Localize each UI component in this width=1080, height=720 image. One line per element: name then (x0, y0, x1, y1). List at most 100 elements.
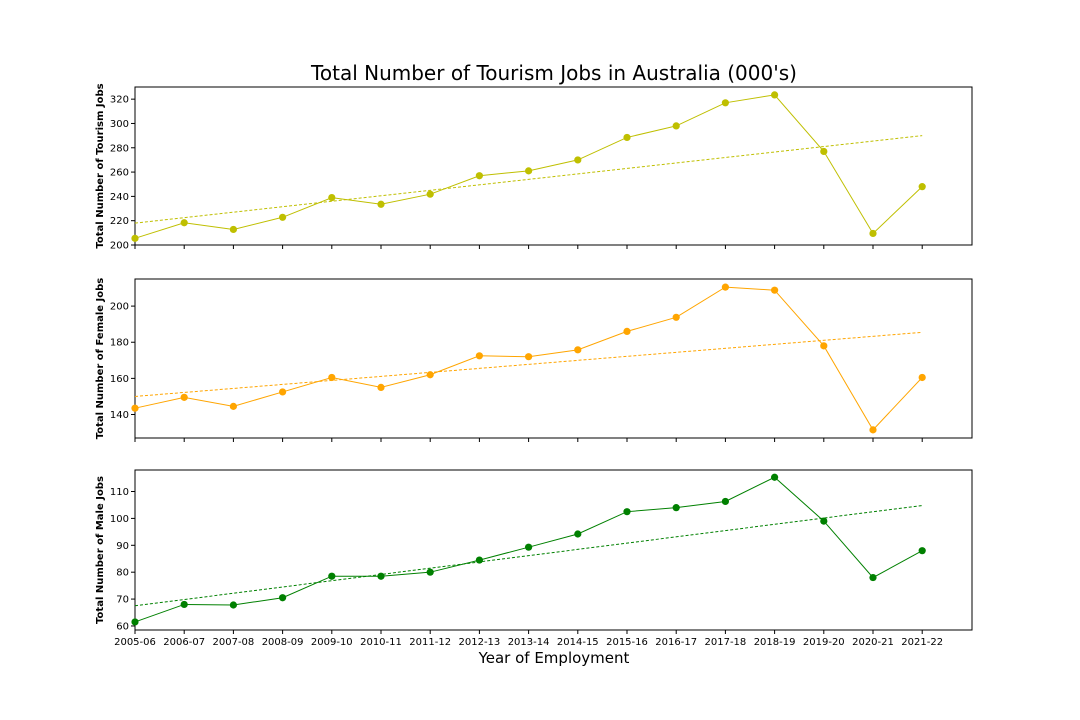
data-point (574, 346, 582, 354)
x-tick-label: 2014-15 (557, 637, 599, 648)
y-tick-label: 90 (116, 541, 129, 552)
data-point (869, 573, 877, 582)
y-axis-label: Total Number of Female Jobs (95, 278, 106, 440)
data-point (623, 327, 631, 335)
data-point (672, 122, 680, 130)
data-point (672, 313, 680, 321)
trend-line (134, 504, 923, 607)
data-point (869, 229, 877, 238)
data-point (180, 219, 188, 227)
data-point (623, 508, 631, 516)
y-tick-label: 80 (116, 568, 129, 579)
data-point (131, 234, 139, 242)
data-point (771, 91, 779, 99)
data-point (574, 530, 582, 538)
data-point (721, 497, 730, 506)
data-point (328, 194, 336, 202)
data-point (180, 393, 188, 401)
data-point (131, 404, 139, 412)
data-point (426, 371, 434, 379)
x-tick-label: 2020-21 (852, 637, 894, 648)
data-point (525, 167, 533, 175)
data-point (475, 172, 483, 180)
y-axis-label: Total Number of Male Jobs (95, 476, 106, 624)
y-tick-label: 160 (110, 374, 129, 385)
data-point (869, 426, 877, 434)
y-tick-label: 110 (110, 487, 129, 498)
data-point (475, 556, 483, 564)
data-point (820, 147, 828, 156)
data-point (820, 342, 828, 350)
data-point (229, 601, 237, 609)
data-point (279, 213, 287, 221)
trend-line (134, 135, 923, 224)
y-tick-label: 220 (110, 216, 129, 227)
x-tick-label: 2008-09 (262, 637, 304, 648)
panel-frame (134, 469, 973, 631)
panel-1: 200 220 240 260 280 300 320 Total Number of Tou… (95, 83, 973, 252)
data-point (426, 190, 434, 198)
y-tick-label: 320 (110, 95, 129, 106)
x-axis-label: Year of Employment (478, 649, 630, 667)
y-tick-label: 180 (110, 338, 129, 349)
panel-3: 60 70 80 90 100 110 2005-06 2006-07 2007-08 2008-… (95, 469, 973, 648)
data-point (918, 183, 926, 191)
y-tick-label: 280 (110, 143, 129, 154)
x-tick-label: 2011-12 (409, 637, 451, 648)
y-tick-label: 70 (116, 595, 129, 606)
data-point (229, 402, 237, 410)
y-tick-label: 240 (110, 192, 129, 203)
y-tick-label: 60 (116, 621, 129, 632)
data-point (328, 572, 336, 580)
data-point (623, 133, 631, 142)
y-tick-label: 140 (110, 410, 129, 421)
y-tick-label: 200 (110, 241, 129, 252)
panel-frame (134, 86, 973, 246)
panels-layer: 200 220 240 260 280 300 320 Total Number of Tou… (95, 83, 973, 648)
data-point (918, 373, 926, 382)
data-point (574, 156, 582, 164)
panel-frame (134, 278, 973, 439)
x-tick-label: 2019-20 (803, 637, 845, 648)
data-point (377, 383, 385, 392)
x-tick-label: 2013-14 (508, 637, 550, 648)
data-point (377, 200, 385, 208)
x-tick-label: 2005-06 (114, 637, 156, 648)
chart-title: Total Number of Tourism Jobs in Australi… (310, 61, 797, 85)
data-point (180, 600, 188, 609)
series-line (134, 94, 923, 239)
data-point (475, 352, 483, 360)
data-point (771, 473, 779, 481)
data-point (820, 517, 828, 525)
y-tick-label: 260 (110, 168, 129, 179)
data-point (328, 373, 336, 382)
data-point (525, 353, 533, 361)
data-point (426, 568, 434, 576)
data-point (918, 547, 926, 555)
x-tick-label: 2018-19 (754, 637, 796, 648)
data-point (525, 543, 533, 551)
x-tick-label: 2007-08 (213, 637, 255, 648)
y-tick-label: 100 (110, 514, 129, 525)
data-point (721, 283, 730, 291)
x-tick-label: 2021-22 (901, 637, 943, 648)
x-tick-label: 2015-16 (606, 637, 648, 648)
x-tick-label: 2010-11 (360, 637, 402, 648)
data-point (721, 99, 730, 107)
x-tick-label: 2012-13 (459, 637, 501, 648)
data-point (131, 618, 139, 626)
x-tick-label: 2006-07 (163, 637, 205, 648)
x-tick-label: 2009-10 (311, 637, 353, 648)
data-point (229, 225, 237, 234)
panel-2: 140 160 180 200 Total Number of Female Jobs (95, 278, 973, 442)
data-point (279, 388, 287, 396)
x-tick-label: 2016-17 (655, 637, 697, 648)
data-point (377, 572, 385, 580)
y-tick-label: 200 (110, 302, 129, 313)
data-point (672, 504, 680, 512)
x-tick-label: 2017-18 (705, 637, 747, 648)
data-point (771, 286, 779, 294)
y-axis-label: Total Number of Tourism Jobs (95, 83, 106, 248)
data-point (279, 594, 287, 602)
